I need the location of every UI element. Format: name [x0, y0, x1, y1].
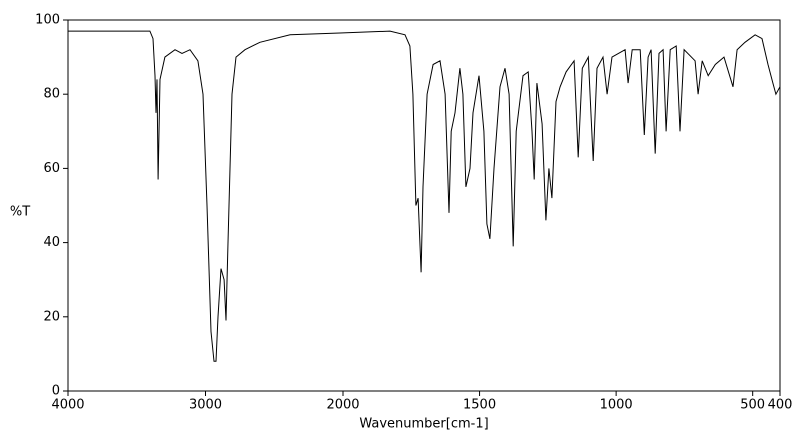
y-tick-label: 20	[43, 309, 60, 324]
x-tick-label: 2000	[326, 398, 359, 413]
x-tick-label: 1000	[600, 398, 633, 413]
x-tick-label: 4000	[51, 398, 84, 413]
y-tick-label: 100	[35, 13, 60, 28]
x-axis-label: Wavenumber[cm-1]	[359, 417, 488, 432]
x-tick-label: 3000	[189, 398, 222, 413]
plot-frame	[67, 19, 781, 392]
spectrum-line	[68, 30, 781, 362]
y-tick-label: 0	[52, 384, 60, 399]
y-tick-label: 40	[43, 235, 60, 250]
y-tick-label: 80	[43, 87, 60, 102]
x-tick-label: 500	[740, 398, 765, 413]
y-tick-label: 60	[43, 161, 60, 176]
y-axis-label: %T	[10, 205, 30, 220]
x-tick-label: 1500	[463, 398, 496, 413]
x-tick-label: 400	[768, 398, 793, 413]
